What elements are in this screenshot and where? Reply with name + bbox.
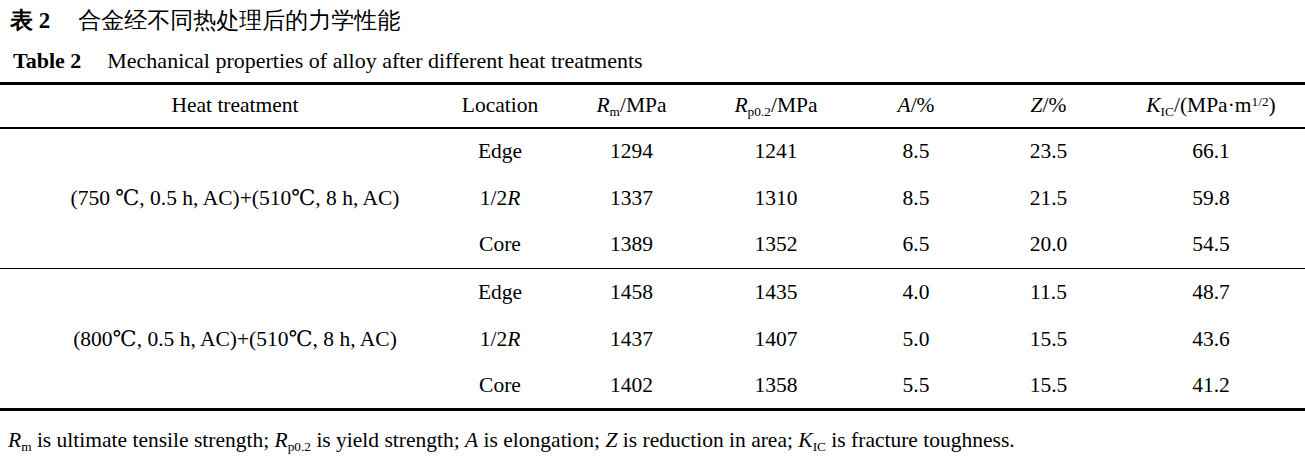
table-number-en: Table 2 xyxy=(13,48,81,73)
rp02-cell: 1358 xyxy=(700,363,852,410)
paper-table-figure: 表 2 合金经不同热处理后的力学性能 Table 2 Mechanical prop… xyxy=(0,0,1305,467)
rm-cell: 1389 xyxy=(563,222,700,269)
rp02-cell: 1435 xyxy=(700,269,852,316)
table-caption-zh-text: 合金经不同热处理后的力学性能 xyxy=(78,8,400,33)
location-cell: 1/2R xyxy=(437,175,563,222)
rp02-cell: 1407 xyxy=(700,316,852,363)
location-cell: Edge xyxy=(437,269,563,316)
header-rm: Rm/MPa xyxy=(563,84,700,128)
kic-cell: 66.1 xyxy=(1117,128,1305,175)
table-caption-en: Table 2 Mechanical properties of alloy af… xyxy=(13,48,643,74)
rm-cell: 1437 xyxy=(563,316,700,363)
kic-cell: 48.7 xyxy=(1117,269,1305,316)
z-cell: 21.5 xyxy=(980,175,1117,222)
a-cell: 4.0 xyxy=(852,269,980,316)
header-rp02: Rp0.2/MPa xyxy=(700,84,852,128)
heat-treatment-cell: (800℃, 0.5 h, AC)+(510℃, 8 h, AC) xyxy=(0,269,437,410)
header-location: Location xyxy=(437,84,563,128)
rp02-cell: 1241 xyxy=(700,128,852,175)
table-caption-en-text: Mechanical properties of alloy after dif… xyxy=(107,48,642,73)
table-caption-zh: 表 2 合金经不同热处理后的力学性能 xyxy=(10,5,400,36)
group-750C: (750 ℃, 0.5 h, AC)+(510℃, 8 h, AC) Edge … xyxy=(0,128,1305,269)
rm-cell: 1458 xyxy=(563,269,700,316)
kic-cell: 59.8 xyxy=(1117,175,1305,222)
z-cell: 11.5 xyxy=(980,269,1117,316)
z-cell: 20.0 xyxy=(980,222,1117,269)
header-heat-treatment: Heat treatment xyxy=(0,84,437,128)
kic-cell: 41.2 xyxy=(1117,363,1305,410)
kic-cell: 54.5 xyxy=(1117,222,1305,269)
group-800C: (800℃, 0.5 h, AC)+(510℃, 8 h, AC) Edge 1… xyxy=(0,269,1305,410)
header-kic: KIC/(MPa·m1/2) xyxy=(1117,84,1305,128)
rp02-cell: 1310 xyxy=(700,175,852,222)
location-cell: Core xyxy=(437,222,563,269)
rm-cell: 1337 xyxy=(563,175,700,222)
location-cell: 1/2R xyxy=(437,316,563,363)
table-footnote: Rm is ultimate tensile strength; Rp0.2 i… xyxy=(8,428,1015,453)
kic-cell: 43.6 xyxy=(1117,316,1305,363)
rm-cell: 1294 xyxy=(563,128,700,175)
a-cell: 5.5 xyxy=(852,363,980,410)
mechanical-properties-table: Heat treatment Location Rm/MPa Rp0.2/MPa… xyxy=(0,82,1305,411)
table-row: (750 ℃, 0.5 h, AC)+(510℃, 8 h, AC) Edge … xyxy=(0,128,1305,175)
location-cell: Edge xyxy=(437,128,563,175)
a-cell: 5.0 xyxy=(852,316,980,363)
z-cell: 15.5 xyxy=(980,363,1117,410)
rm-cell: 1402 xyxy=(563,363,700,410)
z-cell: 23.5 xyxy=(980,128,1117,175)
header-z: Z/% xyxy=(980,84,1117,128)
table-row: (800℃, 0.5 h, AC)+(510℃, 8 h, AC) Edge 1… xyxy=(0,269,1305,316)
a-cell: 8.5 xyxy=(852,128,980,175)
z-cell: 15.5 xyxy=(980,316,1117,363)
location-cell: Core xyxy=(437,363,563,410)
a-cell: 8.5 xyxy=(852,175,980,222)
header-a: A/% xyxy=(852,84,980,128)
a-cell: 6.5 xyxy=(852,222,980,269)
rp02-cell: 1352 xyxy=(700,222,852,269)
heat-treatment-cell: (750 ℃, 0.5 h, AC)+(510℃, 8 h, AC) xyxy=(0,128,437,269)
table-header-row: Heat treatment Location Rm/MPa Rp0.2/MPa… xyxy=(0,84,1305,128)
table-number-zh: 表 2 xyxy=(10,8,50,33)
